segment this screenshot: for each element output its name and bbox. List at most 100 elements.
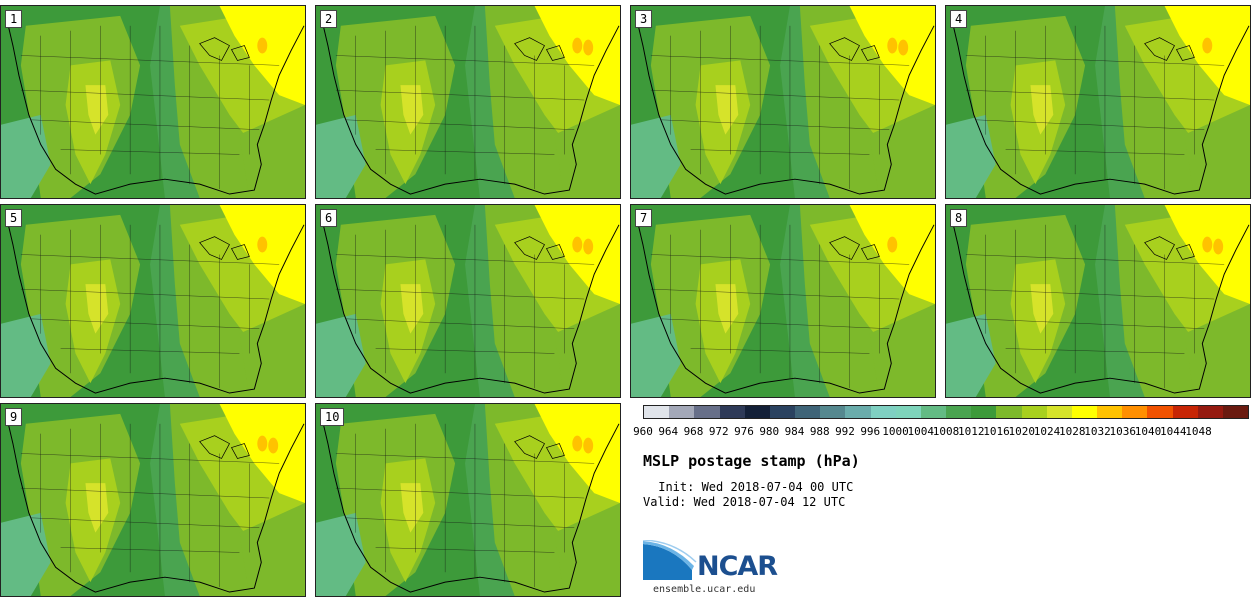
state-borders [965,224,1225,389]
colorbar-segment [971,406,997,418]
high-pressure-cell [1202,37,1213,54]
colorbar-tick-label: 980 [759,425,780,438]
mslp-map [946,6,1250,198]
pressure-band-northeast-high [849,205,935,304]
colorbar-segment [1071,406,1098,418]
state-borders [20,25,280,190]
stamp-panel-6[interactable]: 6 [315,204,621,398]
colorbar-tick-label: 1032 [1084,425,1111,438]
stamp-number: 7 [635,209,653,227]
colorbar-tick-label: 960 [633,425,653,438]
coastline [5,214,305,394]
pressure-band-pacific [946,114,996,198]
great-lakes [199,37,250,61]
stamp-number: 8 [950,209,968,227]
pressure-band-atlantic [239,303,305,397]
pressure-band-northeast-high [219,6,305,105]
colorbar-tick-label: 984 [784,425,805,438]
state-borders [335,25,595,190]
colorbar [643,405,1249,419]
colorbar-tick-label: 996 [860,425,881,438]
colorbar-tick-label: 972 [708,425,729,438]
colorbar-segment [820,406,846,418]
colorbar-segment [1172,406,1198,418]
colorbar-segment [1147,406,1173,418]
colorbar-segment [946,406,972,418]
stamp-panel-8[interactable]: 8 [945,204,1251,398]
high-pressure-cell [898,39,909,56]
stamp-panel-7[interactable]: 7 [630,204,936,398]
high-pressure-cell [1213,238,1224,255]
colorbar-tick-label: 1008 [932,425,960,438]
colorbar-segment [644,406,670,418]
mslp-map [1,205,305,397]
pressure-band-pacific [1,512,51,596]
high-pressure-cell [572,236,583,253]
high-pressure-cell [268,437,279,454]
colorbar-tick-label: 1028 [1059,425,1086,438]
colorbar-tick-label: 1020 [1008,425,1036,438]
ncar-logo-text: NCAR [697,551,778,582]
great-lakes [1144,236,1195,260]
high-pressure-cell [572,435,583,452]
high-pressure-cell [257,236,268,253]
colorbar-segment [895,406,921,418]
colorbar-tick-label: 976 [734,425,754,438]
stamp-number: 6 [320,209,338,227]
pressure-band-northeast-high [219,205,305,304]
init-time: Init: Wed 2018-07-04 00 UTC [651,480,854,494]
colorbar-segment [1122,406,1148,418]
ncar-logo-icon [642,540,697,580]
stamp-panel-1[interactable]: 1 [0,5,306,199]
coastline [635,15,935,195]
pressure-band-atlantic [554,104,620,198]
pressure-band-pacific [946,313,996,397]
stamp-panel-4[interactable]: 4 [945,5,1251,199]
colorbar-segment [1197,406,1223,418]
pressure-band-pacific [316,512,366,596]
colorbar-labels: 960 964 968 972 976 980 984 988 992 996 1000 1004 10… [632,425,1252,439]
pressure-band-atlantic [239,502,305,596]
colorbar-segment [669,406,695,418]
stamp-panel-3[interactable]: 3 [630,5,936,199]
pressure-band-northeast-high [219,404,305,503]
stamp-panel-5[interactable]: 5 [0,204,306,398]
mslp-map [1,404,305,596]
state-borders [650,25,910,190]
pressure-band-atlantic [1184,104,1250,198]
colorbar-tick-label: 1000 [882,425,909,438]
colorbar-segment [744,406,770,418]
pressure-band-pacific [631,114,681,198]
pressure-band-atlantic [239,104,305,198]
stamp-panel-2[interactable]: 2 [315,5,621,199]
colorbar-segment [1021,406,1047,418]
colorbar-tick-label: 1024 [1033,425,1061,438]
state-borders [965,25,1225,190]
high-pressure-cell [257,37,268,54]
great-lakes [1144,37,1195,61]
high-pressure-cell [583,238,594,255]
mslp-map [1,6,305,198]
colorbar-tick-label: 1016 [983,425,1010,438]
plot-title: MSLP postage stamp (hPa) [643,452,860,470]
colorbar-segment [845,406,871,418]
colorbar-tick-label: 1044 [1160,425,1187,438]
high-pressure-cell [583,39,594,56]
site-url[interactable]: ensemble.ucar.edu [653,584,756,595]
stamp-panel-10[interactable]: 10 [315,403,621,597]
colorbar-segment [920,406,947,418]
stamp-number: 1 [5,10,23,28]
stamp-panel-9[interactable]: 9 [0,403,306,597]
great-lakes [829,37,880,61]
great-lakes [514,37,565,61]
valid-time: Valid: Wed 2018-07-04 12 UTC [643,495,846,509]
great-lakes [514,236,565,260]
colorbar-tick-label: 1036 [1109,425,1137,438]
pressure-band-pacific [316,313,366,397]
colorbar-segment [1097,406,1123,418]
pressure-band-northeast-high [534,6,620,105]
mslp-map [946,205,1250,397]
pressure-band-northeast-high [849,6,935,105]
pressure-band-northeast-high [534,404,620,503]
colorbar-segment [694,406,720,418]
